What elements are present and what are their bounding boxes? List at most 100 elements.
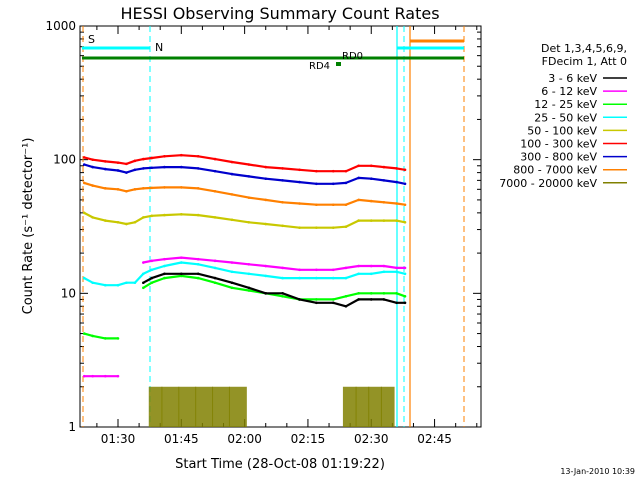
data-point — [163, 186, 166, 189]
data-point — [357, 298, 360, 301]
legend-header-line: Det 1,3,4,5,6,9, — [541, 42, 627, 55]
data-point — [150, 214, 154, 218]
data-block — [380, 386, 395, 427]
data-block — [161, 386, 180, 427]
x-tick-label: 02:00 — [227, 432, 262, 446]
data-point — [196, 262, 200, 266]
data-point — [142, 286, 145, 290]
data-point — [213, 259, 217, 263]
data-point — [82, 181, 86, 185]
data-point — [196, 257, 200, 261]
data-point — [331, 226, 335, 229]
series-100-300keV — [82, 153, 407, 173]
data-point — [163, 165, 166, 169]
data-point — [196, 154, 200, 158]
data-point — [369, 298, 373, 301]
series-12-25keV — [82, 274, 407, 340]
data-point — [382, 298, 386, 301]
data-point — [369, 219, 373, 222]
data-point — [344, 276, 348, 280]
data-point — [264, 198, 268, 202]
data-point — [163, 276, 166, 280]
data-point — [264, 165, 268, 169]
data-point — [403, 266, 407, 270]
data-point — [382, 292, 386, 295]
data-point — [395, 202, 398, 205]
data-point — [264, 292, 268, 295]
data-point — [315, 182, 318, 186]
data-point — [331, 298, 335, 301]
data-point — [91, 165, 94, 169]
data-point — [403, 203, 407, 207]
data-point — [357, 264, 360, 268]
data-point — [315, 276, 318, 280]
data-point — [213, 276, 217, 280]
data-point — [142, 272, 145, 276]
data-point — [281, 224, 284, 228]
data-point — [82, 156, 86, 159]
data-point — [369, 292, 373, 295]
legend-label: 100 - 300 keV — [520, 138, 597, 151]
data-point — [163, 264, 166, 268]
data-point — [315, 203, 318, 207]
y-tick-label: 10 — [61, 286, 76, 300]
data-point — [395, 270, 398, 274]
data-point — [382, 270, 386, 274]
data-block — [195, 386, 214, 427]
data-point — [331, 203, 335, 207]
y-tick-label: 1 — [68, 420, 76, 434]
data-point — [247, 262, 251, 266]
data-point — [142, 216, 145, 219]
data-point — [344, 225, 348, 229]
data-point — [331, 276, 335, 280]
plot-area — [79, 25, 482, 428]
data-point — [357, 164, 360, 168]
data-point — [180, 261, 183, 264]
data-point — [104, 187, 107, 190]
data-point — [82, 374, 86, 378]
data-point — [180, 272, 183, 276]
data-point — [357, 292, 360, 295]
data-point — [395, 301, 398, 305]
x-tick-label: 01:30 — [101, 432, 136, 446]
data-point — [403, 168, 407, 172]
data-point — [104, 167, 107, 171]
data-point — [142, 167, 145, 170]
data-point — [247, 272, 251, 276]
data-point — [180, 153, 183, 157]
data-point — [403, 220, 407, 224]
x-axis: 01:30 01:45 02:00 02:15 02:30 02:45 — [96, 26, 478, 446]
data-point — [91, 281, 94, 285]
data-point — [180, 213, 183, 216]
data-point — [150, 156, 154, 160]
data-point — [298, 180, 301, 184]
data-point — [116, 374, 120, 378]
data-point — [331, 268, 335, 272]
legend-label: 300 - 800 keV — [520, 151, 597, 164]
data-point — [298, 168, 301, 172]
data-point — [382, 200, 386, 204]
series-layer — [82, 153, 407, 427]
data-point — [315, 301, 318, 305]
legend: Det 1,3,4,5,6,9, FDecim 1, Att 0 3 - 6 k… — [499, 42, 627, 190]
data-point — [116, 188, 120, 191]
data-point — [142, 187, 145, 190]
data-point — [281, 292, 284, 295]
legend-label: 25 - 50 keV — [534, 111, 597, 124]
data-point — [213, 266, 217, 270]
data-point — [180, 165, 183, 169]
data-point — [104, 374, 107, 378]
data-point — [344, 295, 348, 298]
data-block — [342, 386, 357, 427]
data-point — [213, 216, 217, 219]
data-point — [150, 166, 154, 170]
series-50-100keV — [82, 211, 407, 229]
series-line — [83, 332, 118, 340]
data-point — [357, 176, 360, 180]
data-point — [230, 286, 234, 290]
data-point — [163, 272, 166, 276]
x-tick-label: 01:45 — [164, 432, 199, 446]
data-point — [230, 160, 234, 164]
data-point — [196, 272, 200, 276]
